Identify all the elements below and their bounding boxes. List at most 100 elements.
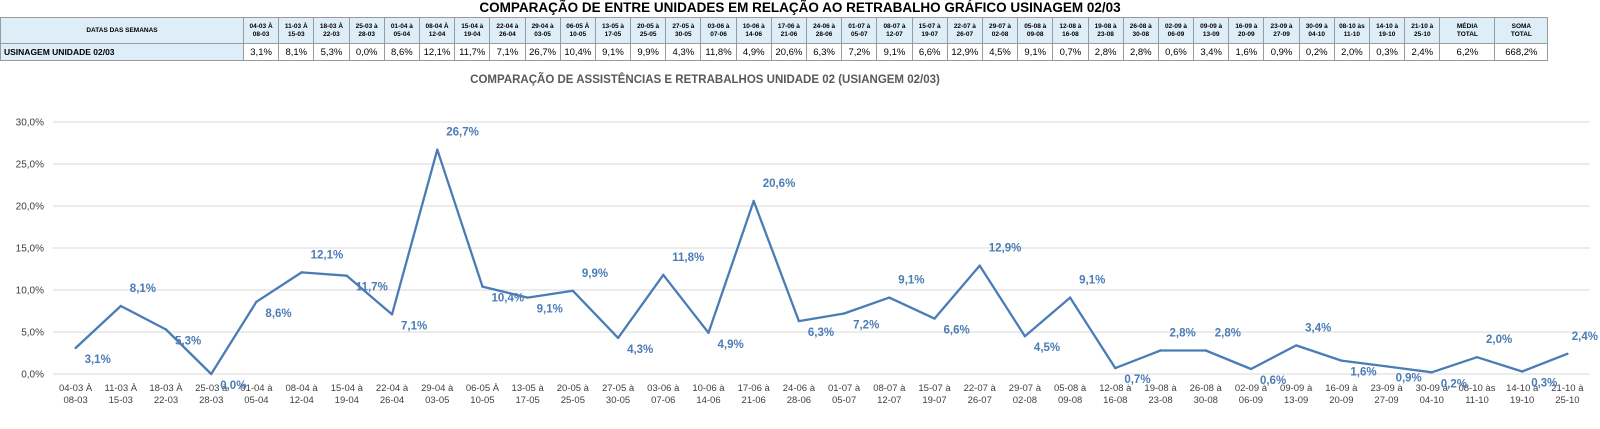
week-header-line: 20-05 à	[637, 22, 660, 30]
week-value-cell: 11,8%	[700, 43, 737, 61]
week-header-cell: 20-05 à 25-05	[630, 17, 667, 44]
data-point	[797, 319, 801, 323]
data-point	[616, 336, 620, 340]
y-tick-label: 5,0%	[21, 328, 44, 339]
week-header-cell: 29-04 à 03-05	[524, 17, 561, 44]
data-point	[662, 273, 665, 277]
week-header-line: 01-04 à	[390, 22, 413, 30]
week-header-line: 15-03	[287, 30, 305, 38]
week-header-line: 03-06 à	[707, 22, 730, 30]
y-axis: 0,0% 5,0% 10,0% 15,0% 20,0% 25,0% 30,0%	[16, 118, 44, 381]
x-tick-label: 29-07 à 02-08	[1009, 383, 1042, 406]
week-header-cell: 21-10 à 25-10	[1404, 17, 1441, 44]
x-tick-label-line: 26-07	[968, 395, 992, 406]
week-header-line: 30-09 à	[1305, 22, 1328, 30]
x-tick-label-line: 19-04	[335, 395, 359, 406]
week-header-line: 27-05 à	[672, 22, 695, 30]
x-tick-label: 22-04 à 26-04	[376, 383, 409, 406]
week-value-cell: 9,1%	[876, 43, 913, 61]
data-label: 2,8%	[1215, 327, 1241, 339]
data-point	[752, 199, 755, 203]
data-point	[842, 312, 846, 315]
week-value-cell: 11,7%	[454, 43, 491, 61]
data-label: 5,3%	[175, 335, 201, 347]
week-value-cell: 2,8%	[1122, 43, 1159, 61]
x-tick-label-line: 29-04 à	[421, 383, 454, 394]
x-tick-label-line: 30-09 à	[1416, 383, 1449, 394]
data-label: 4,9%	[717, 339, 743, 351]
x-tick-label-line: 05-08 à	[1054, 383, 1087, 394]
week-header-cell: 08-10 às 11-10	[1333, 17, 1371, 44]
week-header-cell: 16-09 à 20-09	[1228, 17, 1265, 44]
data-label: 9,9%	[582, 268, 608, 280]
x-tick-label-line: 12-07	[877, 395, 901, 406]
week-header-cell: 13-05 à 17-05	[594, 17, 632, 44]
week-header-line: 10-05	[569, 30, 587, 38]
week-header-line: 16-09 à	[1235, 22, 1258, 30]
x-tick-label-line: 15-07 à	[918, 383, 951, 394]
week-header-line: 14-06	[745, 30, 763, 38]
x-tick-label: 24-06 à 28-06	[783, 383, 816, 406]
week-header-line: 30-05	[675, 30, 692, 38]
x-tick-label: 12-08 à 16-08	[1099, 383, 1132, 406]
week-header-line: 05-07	[850, 30, 868, 38]
y-tick-label: 15,0%	[16, 244, 44, 255]
data-point	[345, 274, 349, 277]
weekly-summary-table: DATAS DAS SEMANAS 04-03 À 08-03 11-03 À 15-…	[0, 17, 1549, 61]
week-value-cell: 4,3%	[665, 43, 702, 61]
data-point	[1294, 344, 1298, 347]
week-header-line: 03-05	[534, 30, 551, 38]
week-header-line: 26-08 à	[1129, 22, 1152, 30]
data-label: 2,0%	[1486, 334, 1512, 346]
x-tick-label-line: 22-04 à	[376, 383, 409, 394]
x-tick-label: 27-05 à 30-05	[602, 383, 635, 406]
week-value-cell: 7,1%	[489, 43, 526, 61]
x-tick-label: 01-04 à 05-04	[240, 383, 273, 406]
week-header-line: 23-09 à	[1270, 22, 1293, 30]
x-tick-label: 08-04 à 12-04	[286, 383, 319, 406]
week-value-cell: 26,7%	[524, 43, 561, 61]
week-value-cell: 0,0%	[348, 43, 385, 61]
week-header-line: 04-03 À	[249, 22, 273, 30]
week-header-line: 12-08 à	[1059, 22, 1082, 30]
x-tick-label: 26-08 à 30-08	[1190, 383, 1223, 406]
data-point	[210, 372, 213, 376]
week-header-line: 17-06 à	[777, 22, 800, 30]
x-tick-label: 21-10 à 25-10	[1551, 383, 1584, 406]
x-tick-label: 09-09 à 13-09	[1280, 383, 1313, 406]
x-tick-label-line: 14-06	[696, 395, 720, 406]
x-tick-label: 20-05 à 25-05	[557, 383, 590, 406]
week-header-line: 02-09 à	[1164, 22, 1187, 30]
week-header-line: 08-04 À	[425, 22, 449, 30]
data-label: 8,1%	[130, 283, 156, 295]
x-tick-label-line: 17-05	[516, 395, 540, 406]
data-point	[978, 264, 981, 267]
week-header-cell: 08-07 à 12-07	[876, 17, 913, 44]
x-tick-label-line: 20-09	[1329, 395, 1353, 406]
x-tick-label: 14-10 à 19-10	[1506, 383, 1539, 406]
data-label: 11,7%	[356, 282, 388, 294]
week-header-line: 06-05 À	[566, 22, 590, 30]
week-value-cell: 9,1%	[594, 43, 632, 61]
week-header-line: 29-04 à	[531, 22, 554, 30]
week-header-line: 01-07 à	[848, 22, 871, 30]
x-tick-label-line: 26-08 à	[1190, 383, 1223, 394]
x-tick-label-line: 23-08	[1148, 395, 1172, 406]
x-tick-label-line: 24-06 à	[783, 383, 816, 394]
week-header-line: 21-06	[780, 30, 798, 38]
x-tick-label: 15-07 à 19-07	[918, 383, 951, 406]
x-tick-label: 05-08 à 09-08	[1054, 383, 1087, 406]
week-header-line: 08-10 às	[1339, 22, 1365, 30]
x-tick-label-line: 17-06 à	[738, 383, 771, 394]
x-tick-label-line: 06-05 À	[466, 383, 500, 394]
data-label: 1,6%	[1350, 367, 1376, 379]
week-header-line: 04-10	[1308, 30, 1326, 38]
x-tick-label-line: 15-03	[109, 395, 133, 406]
week-header-line: 25-03 à	[355, 22, 378, 30]
week-header-line: 29-07 à	[989, 22, 1012, 30]
data-point	[1204, 349, 1207, 352]
data-point	[481, 285, 484, 288]
data-label: 9,1%	[537, 304, 563, 316]
week-header-line: 13-09	[1202, 30, 1220, 38]
week-header-line: 05-08 à	[1024, 22, 1047, 30]
